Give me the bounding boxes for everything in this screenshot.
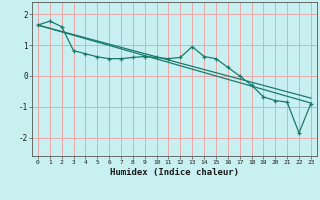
X-axis label: Humidex (Indice chaleur): Humidex (Indice chaleur)	[110, 168, 239, 177]
